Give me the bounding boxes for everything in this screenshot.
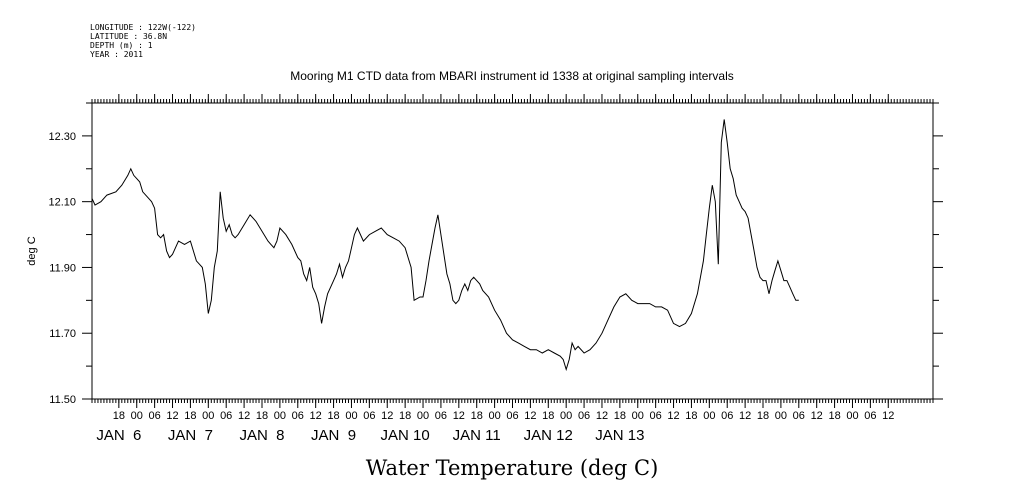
- x-tick-label: 12: [381, 410, 393, 422]
- x-tick-label: 12: [667, 410, 679, 422]
- y-tick-label: 11.90: [49, 262, 76, 274]
- latitude-label: LATITUDE : 36.8N: [90, 32, 167, 41]
- x-tick-label: 18: [542, 410, 554, 422]
- x-tick-label: 00: [417, 410, 429, 422]
- y-tick-label: 12.30: [48, 131, 76, 143]
- x-tick-label: 12: [739, 410, 751, 422]
- x-tick-label: 06: [578, 410, 590, 422]
- x-tick-label: 12: [524, 410, 536, 422]
- chart-title: Mooring M1 CTD data from MBARI instrumen…: [290, 69, 734, 83]
- x-tick-label: 18: [685, 410, 697, 422]
- x-tick-label: 18: [757, 410, 769, 422]
- x-day-label: JAN 11: [453, 427, 501, 444]
- x-tick-label: 00: [345, 410, 357, 422]
- x-tick-label: 06: [793, 410, 805, 422]
- x-tick-label: 00: [846, 410, 858, 422]
- x-tick-label: 00: [131, 410, 143, 422]
- x-day-label: JAN 6: [96, 427, 141, 444]
- x-tick-label: 06: [292, 410, 304, 422]
- x-tick-label: 18: [471, 410, 483, 422]
- x-tick-label: 12: [811, 410, 823, 422]
- longitude-label: LONGITUDE : 122W(-122): [90, 23, 196, 32]
- x-tick-label: 12: [310, 410, 322, 422]
- temperature-series-line: [92, 119, 799, 369]
- x-tick-label: 12: [596, 410, 608, 422]
- data-series: [92, 119, 799, 369]
- y-tick-label: 12.10: [48, 197, 76, 209]
- x-tick-label: 00: [775, 410, 787, 422]
- x-tick-label: 00: [274, 410, 286, 422]
- x-tick-label: 06: [363, 410, 375, 422]
- x-axis-label: Water Temperature (deg C): [366, 456, 659, 480]
- x-day-label: JAN 8: [239, 427, 284, 444]
- x-tick-label: 18: [256, 410, 268, 422]
- x-day-label: JAN 12: [524, 427, 573, 444]
- x-tick-label: 18: [113, 410, 125, 422]
- x-tick-label: 12: [166, 410, 178, 422]
- header-info: LONGITUDE : 122W(-122) LATITUDE : 36.8N …: [90, 23, 196, 59]
- x-tick-label: 18: [828, 410, 840, 422]
- y-axis-label: deg C: [26, 236, 38, 265]
- x-tick-label: 12: [453, 410, 465, 422]
- x-tick-label: 06: [650, 410, 662, 422]
- year-label: YEAR : 2011: [90, 50, 143, 59]
- y-tick-label: 11.50: [49, 394, 76, 406]
- chart: LONGITUDE : 122W(-122) LATITUDE : 36.8N …: [0, 0, 1009, 504]
- x-tick-label: 00: [703, 410, 715, 422]
- x-tick-label: 12: [882, 410, 894, 422]
- x-tick-label: 18: [184, 410, 196, 422]
- x-tick-label: 06: [864, 410, 876, 422]
- plot-frame: [92, 103, 933, 399]
- x-tick-label: 06: [220, 410, 232, 422]
- x-tick-label: 18: [614, 410, 626, 422]
- x-tick-label: 00: [488, 410, 500, 422]
- x-tick-label: 18: [399, 410, 411, 422]
- x-tick-label: 06: [721, 410, 733, 422]
- x-day-label: JAN 7: [168, 427, 213, 444]
- x-tick-label: 06: [435, 410, 447, 422]
- axis-ticks: [82, 94, 943, 408]
- x-tick-label: 18: [327, 410, 339, 422]
- x-day-label: JAN 10: [381, 427, 430, 444]
- depth-label: DEPTH (m) : 1: [90, 41, 153, 50]
- x-tick-label: 06: [149, 410, 161, 422]
- y-tick-label: 11.70: [49, 328, 76, 340]
- x-tick-label: 12: [238, 410, 250, 422]
- x-tick-label: 00: [202, 410, 214, 422]
- x-day-label: JAN 9: [311, 427, 356, 444]
- x-tick-label: 00: [560, 410, 572, 422]
- x-tick-label: 06: [506, 410, 518, 422]
- x-day-label: JAN 13: [595, 427, 644, 444]
- x-tick-label: 00: [632, 410, 644, 422]
